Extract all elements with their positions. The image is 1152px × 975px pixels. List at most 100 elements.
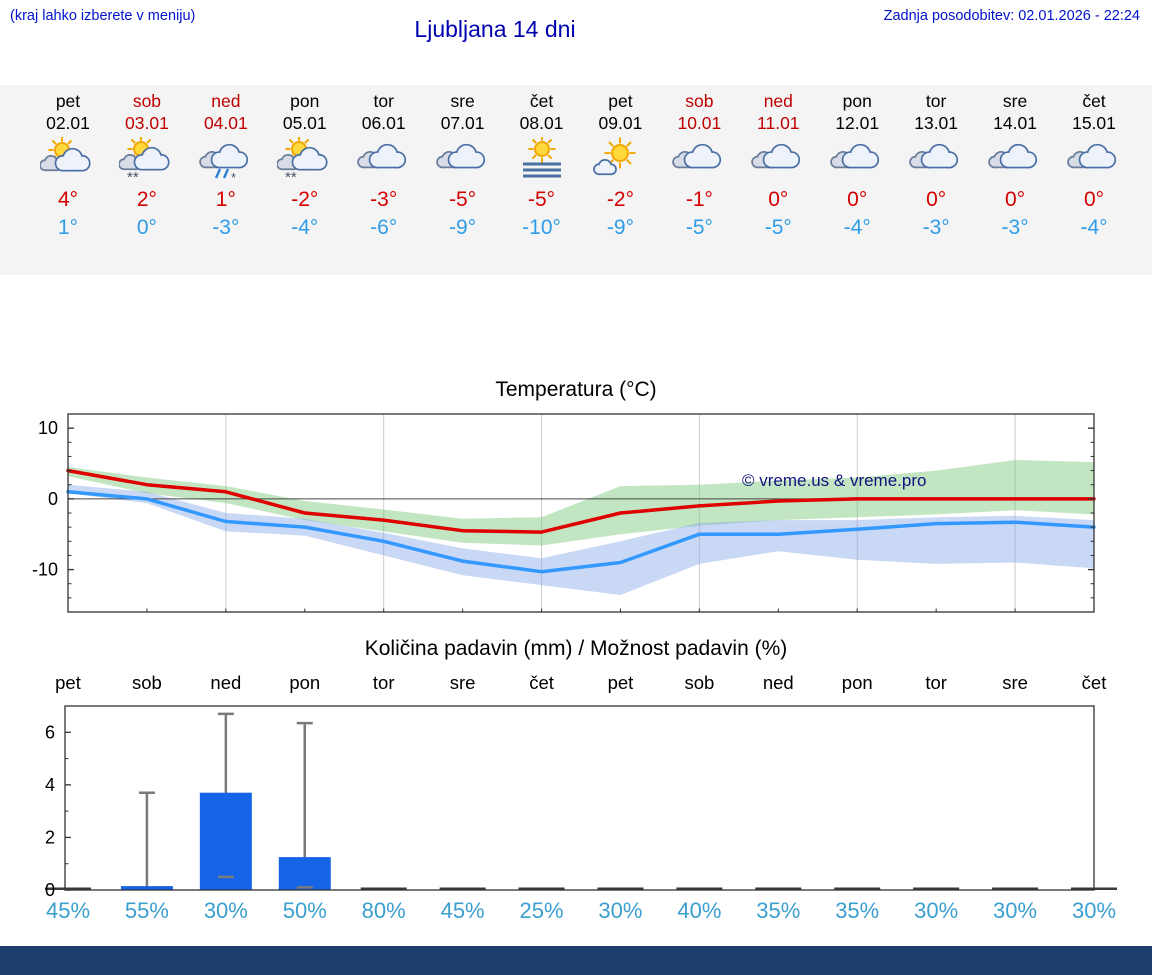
forecast-day-cell[interactable]: sob 10.01 -1° -5° bbox=[658, 90, 740, 242]
temperature-chart: 10 0 -10 © vreme.us & vreme.pro bbox=[32, 413, 1096, 613]
day-date: 10.01 bbox=[677, 113, 722, 133]
page-title: Ljubljana 14 dni bbox=[414, 16, 576, 42]
day-date: 03.01 bbox=[125, 113, 169, 133]
day-high-temp: -5° bbox=[449, 188, 477, 211]
precip-day-label: sob bbox=[132, 672, 162, 693]
precip-day-labels: pet sob ned pon tor sre čet pet sob ned pon tor sre č… bbox=[0, 672, 1152, 696]
precip-day-label: tor bbox=[925, 672, 947, 693]
day-low-temp: -9° bbox=[449, 216, 477, 239]
precip-day-label: pon bbox=[289, 672, 321, 693]
cloudy-icon bbox=[816, 137, 898, 185]
day-name: ned bbox=[211, 91, 241, 111]
day-low-temp: -3° bbox=[212, 216, 240, 239]
day-high-temp: -2° bbox=[291, 188, 319, 211]
precip-probability-labels: 45% 55% 30% 50% 80% 45% 25% 30% 40% 35% 35% 30% 30% 3… bbox=[0, 898, 1152, 928]
precip-probability: 45% bbox=[45, 898, 91, 923]
day-date: 09.01 bbox=[598, 113, 643, 133]
cloudy-icon bbox=[974, 137, 1056, 185]
precip-bar bbox=[278, 857, 331, 890]
day-low-temp: -5° bbox=[685, 216, 713, 239]
day-high-temp: -3° bbox=[370, 188, 398, 211]
svg-text:4: 4 bbox=[45, 775, 55, 795]
day-low-temp: -3° bbox=[1001, 216, 1029, 239]
cloudy-icon bbox=[1053, 137, 1135, 185]
forecast-day-cell[interactable]: čet 15.01 0° -4° bbox=[1053, 90, 1135, 242]
forecast-day-cell[interactable]: sob 03.01 ** 2° 0° bbox=[106, 90, 188, 242]
forecast-day-cell[interactable]: pon 12.01 0° -4° bbox=[816, 90, 898, 242]
day-date: 14.01 bbox=[993, 113, 1037, 133]
svg-text:0: 0 bbox=[45, 880, 55, 898]
day-name: čet bbox=[1082, 91, 1106, 111]
forecast-day-cell[interactable]: pet 09.01 -2° -9° bbox=[579, 90, 661, 242]
precip-bar bbox=[120, 886, 173, 890]
svg-text:10: 10 bbox=[38, 418, 58, 438]
precip-bar bbox=[199, 792, 252, 890]
day-date: 04.01 bbox=[203, 113, 248, 133]
precip-probability: 35% bbox=[835, 898, 880, 923]
precip-zero-mark bbox=[755, 887, 802, 890]
day-high-temp: 0° bbox=[926, 188, 947, 211]
day-name: sob bbox=[132, 91, 162, 111]
location-menu-hint: (kraj lahko izberete v meniju) bbox=[10, 8, 196, 24]
precip-zero-mark bbox=[913, 887, 960, 890]
precip-day-label: pet bbox=[55, 672, 81, 693]
forecast-day-cell[interactable]: pon 05.01 ** -2° -4° bbox=[264, 90, 346, 242]
day-name: pet bbox=[608, 91, 633, 111]
day-high-temp: 4° bbox=[57, 188, 79, 211]
sleet-icon: * bbox=[185, 137, 267, 185]
min-range-band bbox=[68, 484, 1094, 595]
watermark: © vreme.us & vreme.pro bbox=[742, 471, 926, 490]
day-name: pon bbox=[290, 91, 320, 111]
precip-zero-mark bbox=[992, 887, 1039, 890]
forecast-day-cell[interactable]: tor 06.01 -3° -6° bbox=[343, 90, 425, 242]
precip-probability: 25% bbox=[519, 898, 564, 923]
day-high-temp: 1° bbox=[215, 188, 236, 211]
day-name: pon bbox=[842, 91, 872, 111]
last-update-timestamp: Zadnja posodobitev: 02.01.2026 - 22:24 bbox=[883, 8, 1140, 24]
precip-zero-mark bbox=[597, 887, 644, 890]
snow-sun-icon: ** bbox=[106, 135, 188, 186]
precip-probability: 30% bbox=[203, 898, 248, 923]
svg-text:2: 2 bbox=[45, 827, 55, 847]
day-name: ned bbox=[763, 91, 793, 111]
precip-probability: 35% bbox=[756, 898, 801, 923]
forecast-day-cell[interactable]: tor 13.01 0° -3° bbox=[895, 90, 977, 242]
day-date: 12.01 bbox=[835, 113, 880, 133]
precip-zero-mark bbox=[676, 887, 723, 890]
day-low-temp: -9° bbox=[606, 216, 634, 239]
day-high-temp: 0° bbox=[1083, 188, 1105, 211]
precip-zero-mark bbox=[834, 887, 881, 890]
day-high-temp: -1° bbox=[685, 188, 713, 211]
svg-text:6: 6 bbox=[45, 722, 55, 742]
day-low-temp: -5° bbox=[764, 216, 792, 239]
svg-text:**: ** bbox=[127, 169, 139, 183]
precip-zero-mark bbox=[360, 887, 407, 890]
day-low-temp: -3° bbox=[922, 216, 950, 239]
cloudy-icon bbox=[895, 137, 977, 185]
temperature-chart-title: Temperatura (°C) bbox=[495, 378, 657, 401]
forecast-day-cell[interactable]: ned 11.01 0° -5° bbox=[737, 90, 819, 242]
cloudy-icon bbox=[658, 137, 740, 185]
forecast-day-cell[interactable]: sre 14.01 0° -3° bbox=[974, 90, 1056, 242]
forecast-day-cell[interactable]: ned 04.01 * 1° -3° bbox=[185, 90, 267, 242]
precip-day-label: sre bbox=[449, 672, 476, 693]
day-low-temp: -4° bbox=[843, 216, 871, 239]
day-name: čet bbox=[529, 91, 554, 111]
day-high-temp: 0° bbox=[768, 188, 789, 211]
day-name: sob bbox=[685, 91, 714, 111]
day-high-temp: -2° bbox=[606, 188, 634, 211]
precipitation-chart-title: Količina padavin (mm) / Možnost padavin … bbox=[364, 637, 788, 660]
svg-text:**: ** bbox=[285, 169, 297, 183]
forecast-day-cell[interactable]: sre 07.01 -5° -9° bbox=[422, 90, 504, 242]
day-name: tor bbox=[925, 91, 947, 111]
forecast-day-cell[interactable]: čet 08.01 -5° -10° bbox=[501, 90, 583, 242]
precip-day-label: pon bbox=[841, 672, 873, 693]
svg-text:0: 0 bbox=[48, 489, 58, 509]
min-temp-line bbox=[66, 490, 1096, 574]
max-range-band bbox=[68, 460, 1094, 546]
day-name: pet bbox=[55, 91, 81, 111]
forecast-day-cell[interactable]: pet 02.01 4° 1° bbox=[27, 90, 109, 242]
precip-probability: 30% bbox=[1071, 898, 1117, 923]
day-high-temp: 2° bbox=[136, 188, 157, 211]
day-name: sre bbox=[1002, 91, 1028, 111]
